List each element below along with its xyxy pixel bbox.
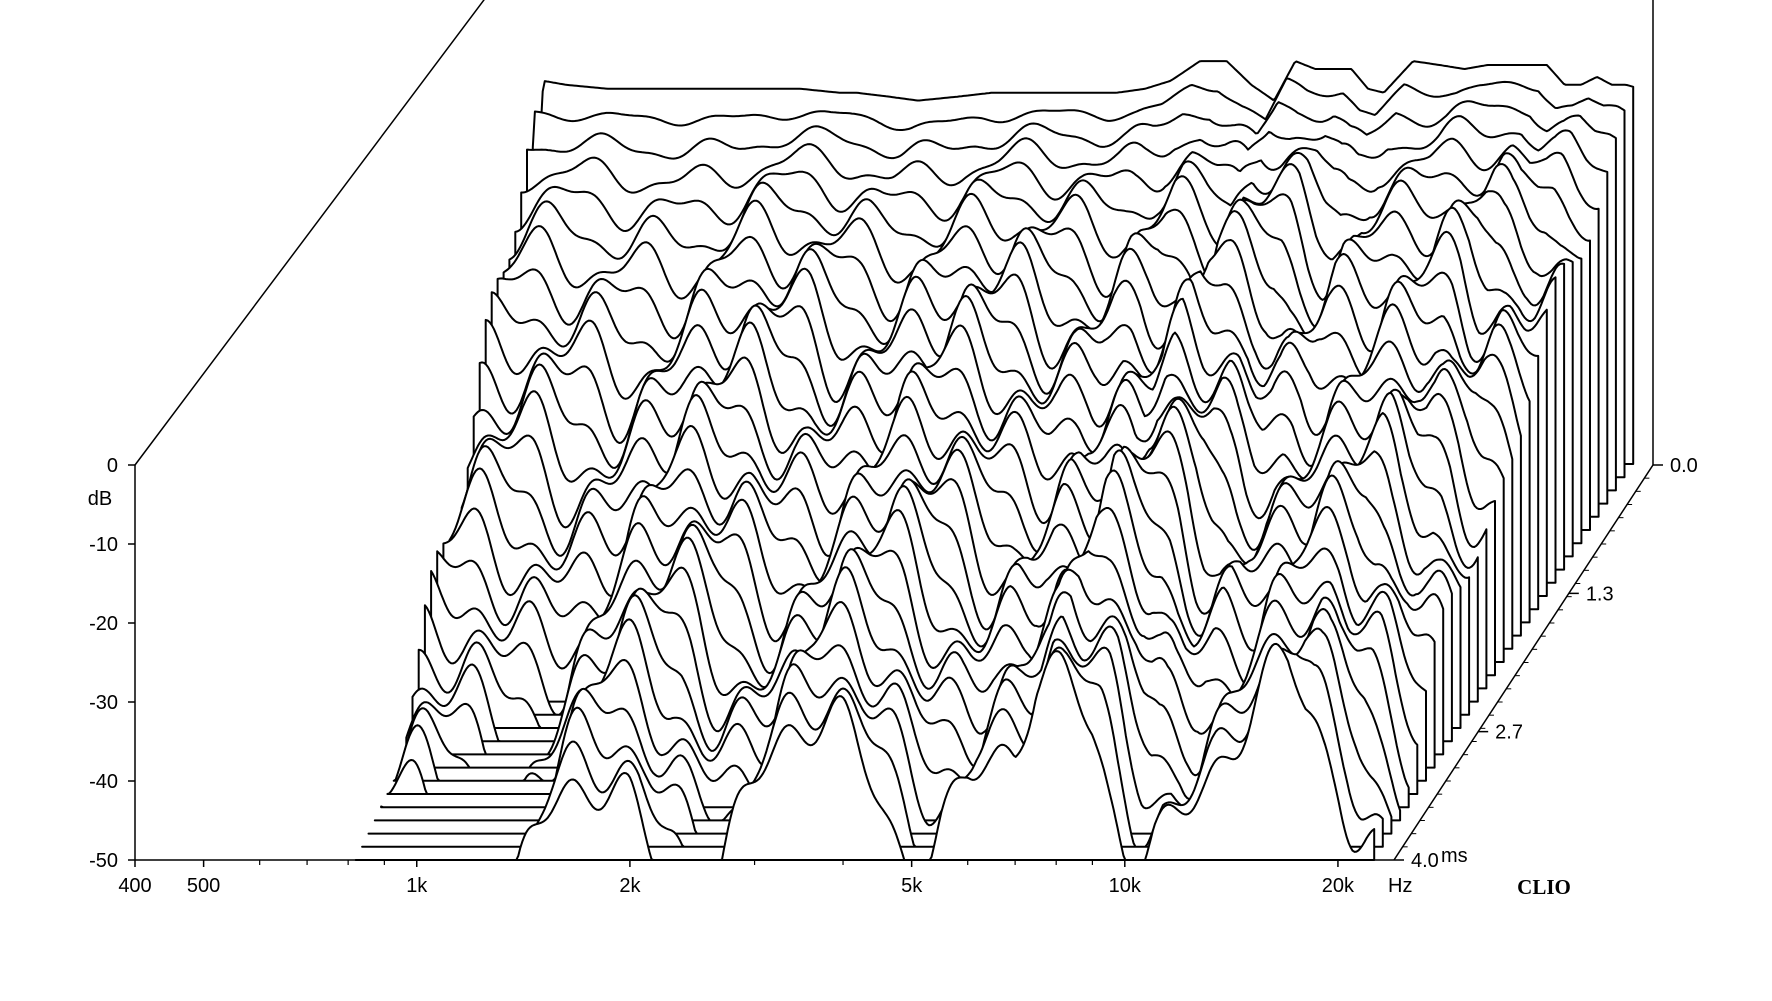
z-axis-unit-label: ms — [1441, 845, 1468, 867]
z-tick-label: 2.7 — [1495, 722, 1523, 744]
brand-logo-text: CLIO — [1517, 875, 1571, 899]
cumulative-spectral-decay-slices — [354, 60, 1635, 861]
decay-slice — [354, 642, 1376, 861]
y-tick-label: -30 — [89, 692, 118, 714]
y-tick-label: -10 — [89, 534, 118, 556]
z-tick-label: 0.0 — [1670, 455, 1698, 477]
z-tick-label: 4.0 — [1411, 850, 1439, 872]
y-tick-label: 0 — [107, 455, 118, 477]
y-axis-label: dB — [88, 488, 112, 510]
x-axis-unit-label: Hz — [1388, 875, 1412, 897]
plot-frame — [134, 0, 1654, 466]
x-tick-label: 10k — [1109, 875, 1142, 897]
y-tick-label: -50 — [89, 850, 118, 872]
chart-labels: dB Hz ms CLIO — [88, 488, 1571, 899]
x-tick-label: 5k — [901, 875, 923, 897]
x-tick-label: 500 — [187, 875, 220, 897]
z-tick-label: 1.3 — [1586, 583, 1614, 605]
y-tick-label: -40 — [89, 771, 118, 793]
x-tick-label: 2k — [619, 875, 641, 897]
back-wall-outline — [134, 0, 1654, 466]
x-tick-label: 20k — [1322, 875, 1355, 897]
y-tick-label: -20 — [89, 613, 118, 635]
x-tick-label: 1k — [406, 875, 428, 897]
x-tick-label: 400 — [118, 875, 151, 897]
